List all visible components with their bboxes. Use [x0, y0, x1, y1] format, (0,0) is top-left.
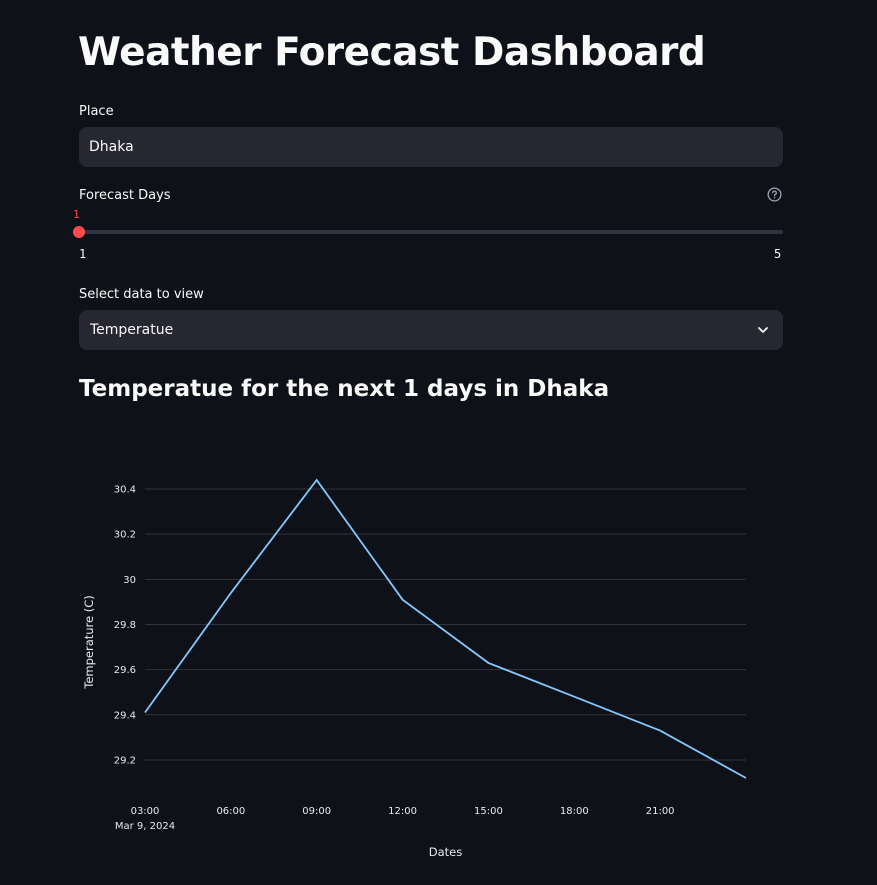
x-tick-label: 21:00 [646, 806, 675, 817]
place-label: Place [79, 104, 114, 119]
y-tick-label: 29.6 [114, 665, 136, 676]
question-circle-icon[interactable] [767, 187, 782, 202]
x-tick-label: 15:00 [474, 806, 503, 817]
page-title: Weather Forecast Dashboard [78, 30, 706, 75]
y-tick-label: 30.2 [114, 530, 136, 541]
x-tick-label: 18:00 [560, 806, 589, 817]
data-select-value: Temperatue [90, 322, 174, 338]
data-select-label: Select data to view [79, 287, 204, 302]
y-tick-label: 29.2 [114, 755, 136, 766]
x-axis-date-label: Mar 9, 2024 [115, 821, 175, 832]
slider-current-value: 1 [73, 208, 80, 221]
place-input[interactable] [79, 127, 783, 167]
y-tick-label: 30.4 [114, 485, 136, 496]
forecast-days-label: Forecast Days [79, 188, 171, 203]
x-tick-label: 12:00 [388, 806, 417, 817]
x-axis-title: Dates [429, 845, 462, 859]
temperature-line-chart: 29.2 29.4 29.6 29.8 30 30.2 30.4 03:00 06:00 09:… [82, 478, 747, 859]
y-axis-title: Temperature (C) [82, 595, 96, 690]
forecast-days-slider-track[interactable] [79, 230, 783, 234]
slider-max-label: 5 [774, 247, 782, 261]
x-tick-label: 06:00 [216, 806, 245, 817]
y-tick-label: 29.8 [114, 620, 136, 631]
x-tick-label: 09:00 [302, 806, 331, 817]
chart-heading: Temperatue for the next 1 days in Dhaka [79, 376, 610, 402]
temperature-series-line [144, 478, 747, 779]
forecast-days-slider-thumb[interactable] [73, 226, 85, 238]
data-select-dropdown[interactable]: Temperatue [79, 310, 783, 350]
y-tick-label: 29.4 [114, 710, 136, 721]
x-tick-label: 03:00 [131, 806, 160, 817]
y-tick-label: 30 [123, 575, 136, 586]
slider-min-label: 1 [79, 247, 87, 261]
chevron-down-icon [758, 327, 768, 333]
